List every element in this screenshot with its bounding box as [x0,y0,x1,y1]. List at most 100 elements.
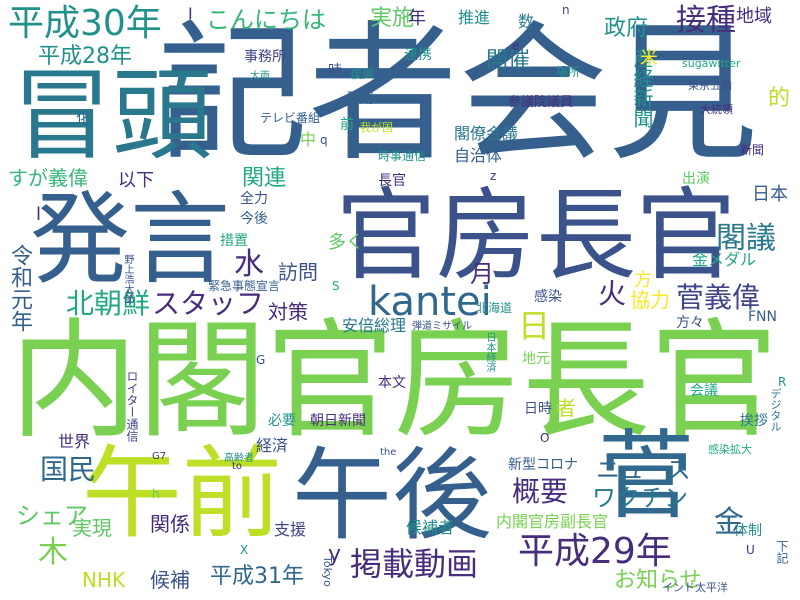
word-share: シェア [16,502,88,530]
letter-o: O [540,431,550,445]
word-honbun: 本文 [378,375,406,391]
word-kaisai: 開催 [486,48,531,73]
letter-g: G [256,353,266,367]
letter-y: y [328,542,342,567]
word-chokan: 長官 [378,173,406,189]
word-kouho: 候補 [150,568,190,592]
word-konnichiwa: こんにちは [206,6,326,34]
word-hatsugen: 発言 [30,181,230,298]
word-fnn: FNN [748,309,777,325]
word-kokumin: 国民 [40,453,97,486]
word-nihonkeizai: 日本経済 [484,332,495,372]
word-houmon: 訪問 [278,260,318,284]
word-seifu: 政府 [604,16,649,41]
word-to: to [232,461,243,472]
word-dandou: 弾道ミサイル [412,321,472,332]
word-shingata-corona: 新型コロナ [508,457,578,473]
word-nen: 年 [408,8,426,29]
word-renkei: 連携 [404,47,432,63]
word-hokaido: 北海道 [476,301,513,315]
word-suga-yoshihide: すが義偉 [8,166,88,190]
word-heisei29: 平成29年 [518,531,672,572]
word-sugawitter: sugawitter [682,57,741,70]
word-keisai-douga: 掲載動画 [350,545,479,583]
word-terebi: テレビ番組 [260,111,321,125]
word-fukkou: 復興 [350,67,375,81]
word-ware: 我が国 [360,121,393,134]
word-hou: 方 [634,270,652,291]
letter-r: R [778,375,787,389]
word-tokyo-gorin: 東京五輪 [688,79,732,92]
word-ka: 火 [598,277,627,310]
word-naikaku-kanbochokan: 内閣官房長官 [10,307,779,456]
letter-h: h [152,487,160,501]
word-tsuki: 月 [470,260,494,288]
letter-z: z [490,169,497,183]
word-naikaku-fuku: 内閣官房副長官 [496,512,609,531]
letter-s: S [332,279,340,293]
word-houhou: 方々 [676,315,704,331]
word-sesshu: 接種 [676,3,736,38]
letter-l: l [36,204,42,225]
word-mae: 前 [340,117,354,133]
word-asahi: 朝日新聞 [310,413,366,429]
word-teki: 的 [768,86,791,111]
word-kyouryoku: 協力 [630,288,670,312]
word-kome: 米 [640,48,658,69]
word-gogo: 午後 [292,437,492,554]
word-sangiin: 参議院議員 [508,95,574,110]
word-naka: 中 [300,130,317,149]
word-abe: 安倍総理 [342,316,407,335]
word-kantei: kantei [368,279,492,325]
word-nhk: NHK [82,568,126,592]
word-ooku: 多く [328,232,364,253]
word-sekai: 世界 [58,432,91,451]
word-g7: G7 [152,451,167,462]
word-mono: 者 [556,396,576,420]
word-news: ニュース [596,456,691,484]
word-heisei30: 平成30年 [8,3,162,44]
word-kita-chosen: 北朝鮮 [66,287,151,320]
word-jikan: 時 [328,63,342,79]
word-basho: 場所 [556,65,581,79]
word-koureisha: 高齢者 [224,453,254,464]
word-hi: 日 [518,307,551,345]
letter-q: q [320,133,328,147]
word-kanbochokan: 官房長官 [336,177,736,294]
word-kouhosha: 候補者 [406,518,455,537]
word-heisei28: 平成28年 [38,44,132,69]
word-jijitsushin: 時事通信 [378,149,427,163]
letter-u: U [746,543,755,557]
word-kaigi: 会議 [690,383,718,399]
word-the: the [380,447,397,458]
word-taisei: 体制 [734,523,762,539]
word-taisaku: 対策 [268,300,308,324]
word-inyou: 引用 [346,91,374,107]
word-sankei: 産経新聞 [630,48,654,128]
letter-e: e [512,39,520,53]
word-jitsugen: 実現 [72,516,112,540]
word-jisshi: 実施 [370,6,415,31]
word-kakuryo-kaigi: 閣僚会議 [454,124,519,143]
word-shien: 支援 [274,520,307,539]
word-india: インド太平洋 [662,581,728,594]
word-nihon: 日本 [752,184,788,205]
word-reiwa-gannen: 令和元年 [7,244,32,332]
word-shinbun: 新聞 [740,143,765,157]
word-kansen: 感染 [534,289,562,305]
word-chiiki: 地域 [736,6,772,27]
word-ka2: 化 [76,111,90,127]
word-ki: 木 [38,535,68,570]
letter-i: I [188,4,193,23]
word-kaki: 下記 [775,540,789,564]
word-shusshin: 出演 [682,171,710,187]
word-vaccine: ワクチン [592,484,688,512]
word-digital: デジタル [769,388,782,432]
word-staff: スタッフ [152,287,265,320]
word-suishin: 推進 [458,8,491,27]
word-jimusho: 事務所 [244,49,286,65]
letter-n: n [562,3,570,17]
word-kin: 金 [714,505,744,540]
word-aisatsu: 挨拶 [740,413,768,429]
word-nogami: 野上浩太郎 [122,254,133,304]
